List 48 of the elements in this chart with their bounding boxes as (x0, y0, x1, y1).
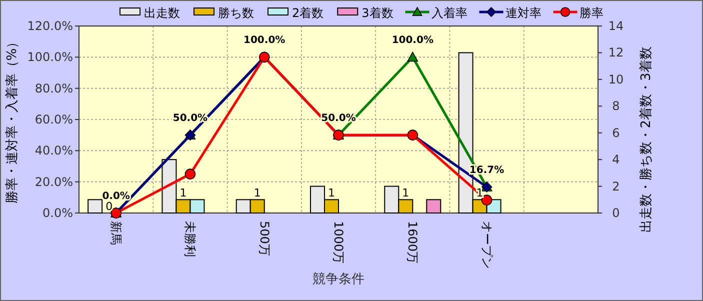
point (407, 52, 418, 62)
legend-label: 勝率 (579, 6, 604, 20)
legend-label: 出走数 (144, 6, 180, 20)
y2-tick-label: 0 (612, 206, 620, 220)
bar (236, 199, 251, 214)
bar (310, 186, 325, 214)
y-axis-title: 勝率・連対率・入着率（%） (4, 35, 20, 204)
data-label: 1 (180, 186, 187, 200)
point (481, 194, 492, 206)
legend-label: 3着数 (362, 6, 394, 20)
bar (190, 199, 205, 214)
x-tick-label: 未勝利 (183, 221, 198, 257)
x-tick-label: 1000万 (332, 221, 346, 264)
x-tick-label: 新馬 (109, 221, 124, 245)
data-label: 0.0% (102, 191, 130, 202)
x-tick-label: 1600万 (406, 221, 420, 264)
y-tick-label: 60.0% (34, 112, 73, 126)
data-label: 0 (106, 200, 113, 213)
y2-tick-label: 14 (608, 19, 624, 33)
x-tick-label: オープン (480, 221, 494, 269)
y2-tick-label: 2 (612, 179, 620, 194)
y-tick-label: 0.0% (42, 206, 73, 220)
data-label: 1 (328, 186, 335, 200)
y-tick-label: 40.0% (34, 144, 73, 158)
y-tick-label: 100.0% (27, 50, 73, 64)
bar (162, 159, 177, 214)
bar (384, 186, 400, 214)
y-tick-label: 120.0% (27, 19, 73, 33)
data-label: 100.0% (244, 35, 286, 46)
x-axis-title: 競争条件 (312, 272, 364, 287)
y2-tick-label: 4 (612, 152, 620, 167)
legend-label: 連対率 (505, 6, 542, 20)
y-tick-label: 80.0% (34, 81, 73, 96)
data-label: 1 (254, 186, 261, 200)
point (184, 168, 196, 180)
data-label: 1 (402, 186, 410, 200)
data-label: 100.0% (392, 35, 434, 46)
y2-tick-label: 8 (612, 99, 620, 114)
y-tick-label: 20.0% (34, 174, 73, 189)
x-tick-label: 500万 (257, 221, 272, 256)
legend-label: 勝ち数 (218, 6, 254, 20)
y2-tick-label: 6 (612, 126, 620, 140)
legend-label: 2着数 (292, 6, 324, 20)
bar (88, 199, 103, 214)
y2-tick-label: 10 (608, 72, 624, 86)
y2-tick-label: 12 (608, 46, 624, 60)
y2-axis-title: 出走数・勝ち数・2着数・3着数 (638, 46, 654, 232)
legend-label: 入着率 (431, 6, 468, 20)
